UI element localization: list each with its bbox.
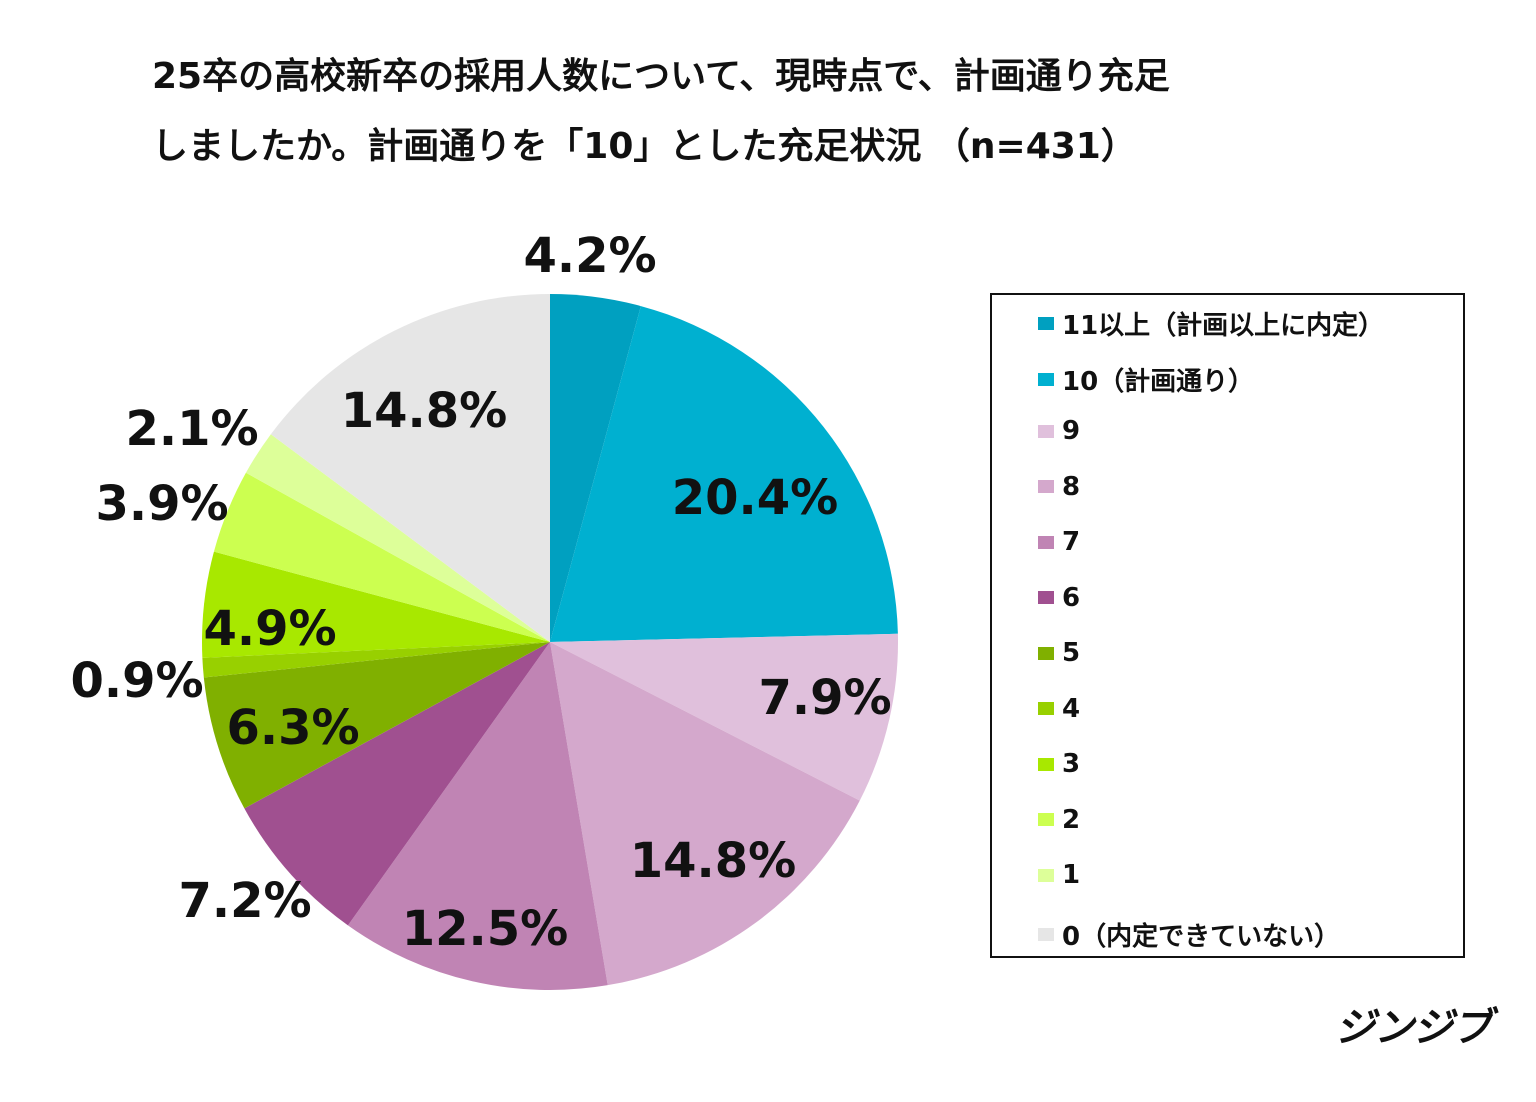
- pie-slice-8: [201, 551, 550, 658]
- legend-label: 11以上（計画以上に内定）: [1062, 311, 1385, 341]
- data-label: 7.9%: [758, 670, 891, 726]
- data-label: 0.9%: [70, 653, 203, 709]
- legend-item: 11以上（計画以上に内定）: [1038, 305, 1384, 342]
- pie-slice-9: [213, 472, 551, 642]
- data-label: 3.9%: [95, 476, 228, 532]
- data-label: 2.1%: [125, 401, 258, 457]
- brand-logo: ジンジブ: [1335, 1005, 1492, 1051]
- legend-item: 6: [1038, 583, 1080, 613]
- legend-swatch: [1038, 868, 1054, 882]
- legend-item: 4: [1038, 694, 1080, 724]
- legend-item: 8: [1038, 472, 1080, 502]
- legend-label: 3: [1062, 749, 1081, 779]
- data-label: 7.2%: [178, 873, 311, 929]
- data-label: 4.9%: [203, 601, 336, 657]
- legend-swatch: [1038, 317, 1054, 330]
- legend-item: 5: [1038, 638, 1080, 668]
- legend-swatch: [1038, 702, 1054, 715]
- legend-label: 1: [1062, 860, 1081, 890]
- chart-title: 25卒の高校新卒の採用人数について、現時点で、計画通り充足 しましたか。計画通り…: [152, 42, 1170, 182]
- legend-swatch: [1038, 813, 1054, 826]
- legend-label: 2: [1062, 804, 1081, 835]
- pie-slice-4: [347, 642, 608, 991]
- legend-swatch: [1038, 535, 1054, 549]
- legend-item: 2: [1038, 805, 1080, 835]
- pie-slice-11: [270, 294, 550, 642]
- legend-label: 7: [1062, 527, 1081, 557]
- legend-swatch: [1038, 927, 1054, 941]
- pie-slice-10: [245, 434, 550, 642]
- legend-label: 10（計画通り）: [1062, 366, 1255, 397]
- legend-label: 9: [1062, 416, 1081, 446]
- data-label: 4.2%: [523, 228, 656, 284]
- legend-item: 1: [1038, 860, 1080, 890]
- legend: 11以上（計画以上に内定） 10（計画通り） 9 8 7 6 5 4 3 2 1 0（内定できていない…: [990, 293, 1465, 958]
- legend-label: 0（内定できていない）: [1062, 921, 1341, 952]
- legend-swatch: [1038, 480, 1054, 493]
- pie-slice-1: [550, 306, 898, 642]
- legend-label: 6: [1062, 582, 1081, 613]
- data-label: 20.4%: [672, 470, 839, 526]
- pie-slice-2: [550, 633, 898, 801]
- pie-slice-7: [202, 642, 550, 678]
- pie-slice-0: [550, 294, 641, 642]
- title-line-2: しましたか。計画通りを「10」とした充足状況 （n=431）: [152, 126, 1137, 167]
- legend-swatch: [1038, 757, 1054, 771]
- data-label: 6.3%: [226, 700, 359, 756]
- pie-slice-3: [550, 642, 860, 986]
- legend-swatch: [1038, 372, 1054, 386]
- legend-swatch: [1038, 591, 1054, 604]
- legend-item: 9: [1038, 416, 1080, 446]
- pie-slice-5: [244, 642, 550, 926]
- legend-label: 8: [1062, 471, 1081, 502]
- legend-label: 5: [1062, 638, 1081, 668]
- legend-item: 0（内定できていない）: [1038, 916, 1340, 953]
- legend-label: 4: [1062, 693, 1081, 724]
- legend-item: 10（計画通り）: [1038, 361, 1254, 398]
- data-label: 14.8%: [630, 833, 797, 889]
- data-label: 14.8%: [341, 383, 508, 439]
- pie-slice-6: [203, 642, 550, 809]
- data-label: 12.5%: [402, 901, 569, 957]
- legend-swatch: [1038, 646, 1054, 660]
- title-line-1: 25卒の高校新卒の採用人数について、現時点で、計画通り充足: [152, 56, 1170, 97]
- legend-swatch: [1038, 424, 1054, 438]
- legend-item: 7: [1038, 527, 1080, 557]
- legend-item: 3: [1038, 749, 1080, 779]
